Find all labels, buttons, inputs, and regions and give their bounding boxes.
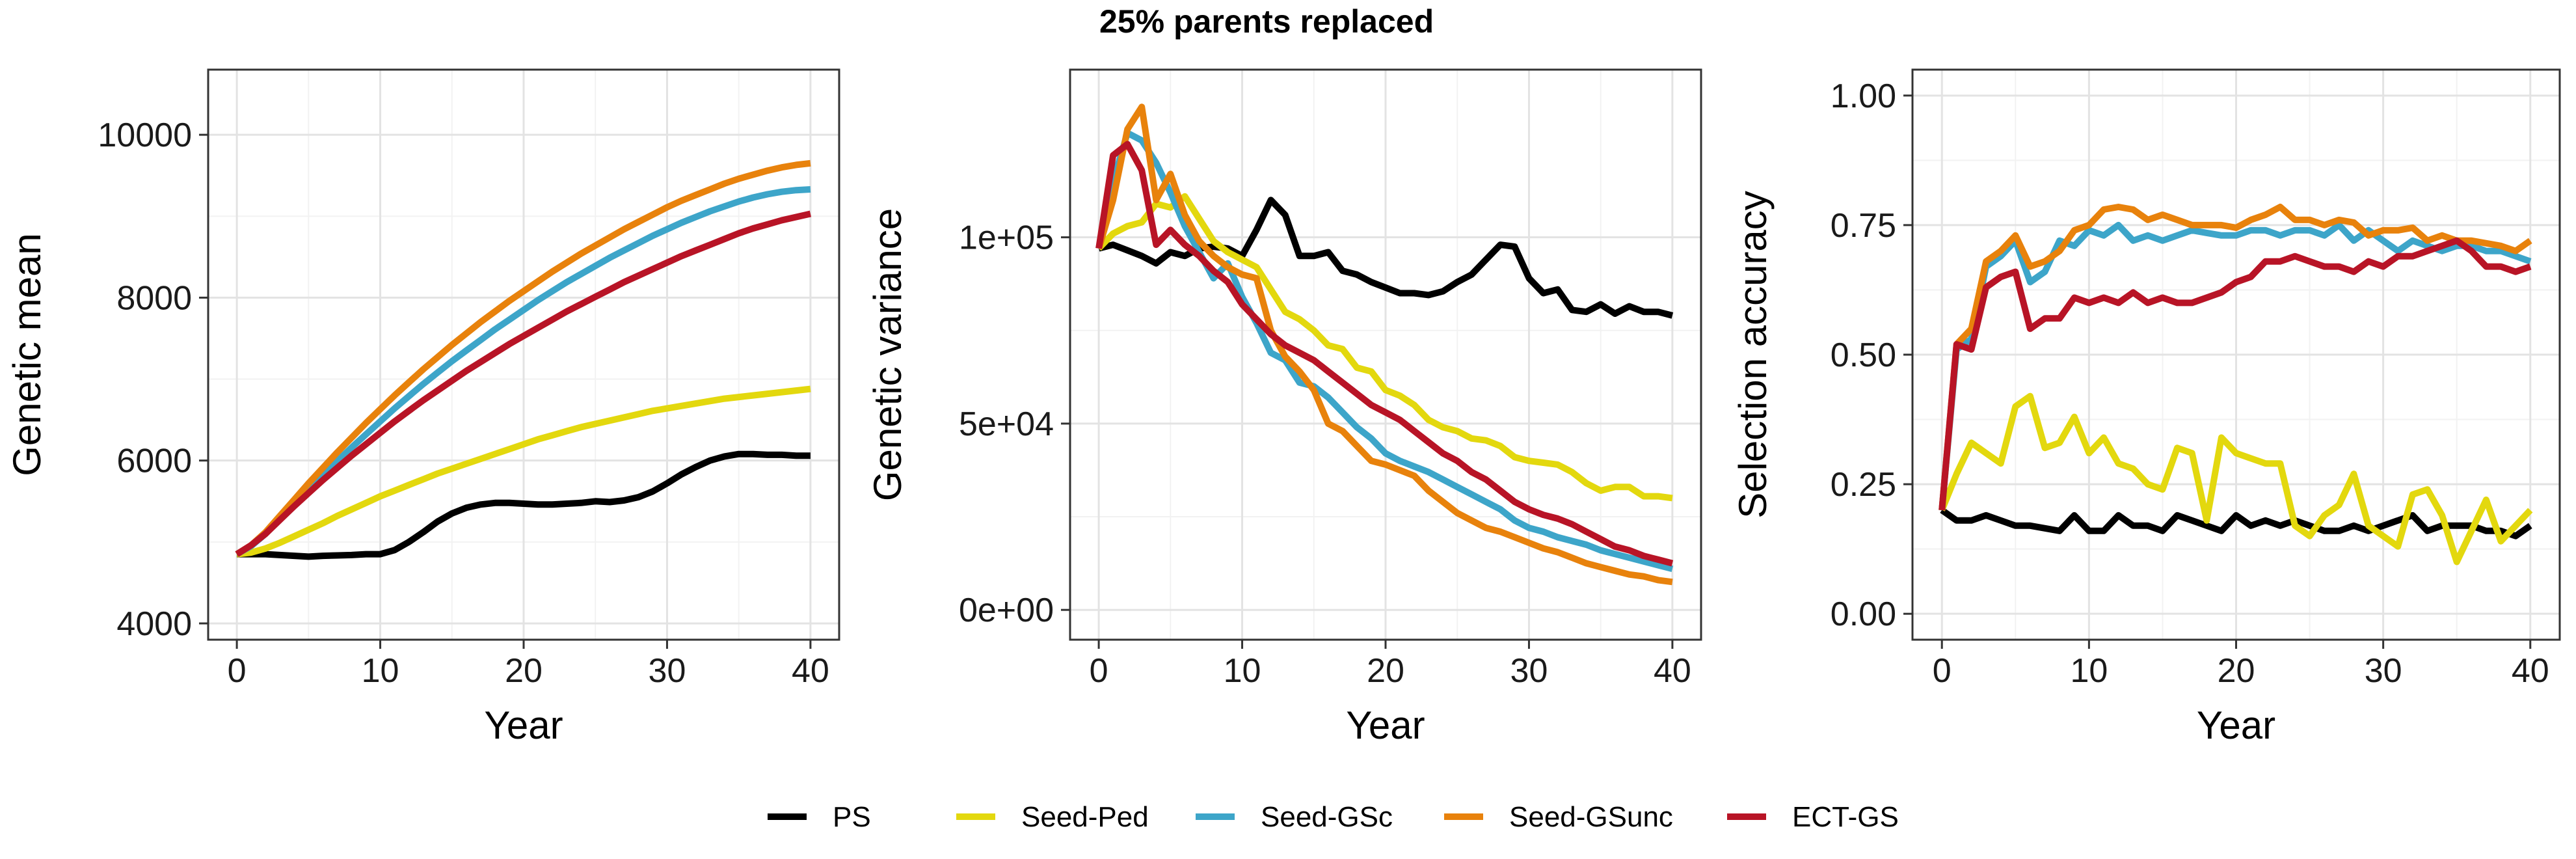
series-line-seed-gsc bbox=[235, 186, 811, 557]
x-tick-label: 40 bbox=[792, 652, 829, 690]
legend-item-seed-gsunc: Seed-GSunc bbox=[1444, 801, 1673, 833]
x-tick-label: 0 bbox=[1090, 652, 1108, 690]
y-tick-label: 0.50 bbox=[1831, 336, 1896, 374]
x-axis-title: Year bbox=[2197, 703, 2275, 747]
x-tick-label: 10 bbox=[2070, 652, 2108, 690]
series-line-ect-gs bbox=[1095, 141, 1674, 567]
y-tick-label: 8000 bbox=[116, 279, 192, 317]
y-axis-title: Selection accuracy bbox=[1731, 191, 1775, 519]
x-tick-label: 20 bbox=[2218, 652, 2255, 690]
x-tick-label: 30 bbox=[1510, 652, 1548, 690]
legend: PS Seed-Ped Seed-GSc Seed-GSunc ECT-GS bbox=[768, 801, 1899, 833]
y-tick-label: 1e+05 bbox=[959, 219, 1054, 257]
series-line-seed-gsunc bbox=[1939, 204, 2532, 511]
x-tick-label: 10 bbox=[362, 652, 399, 690]
x-tick-label: 0 bbox=[1933, 652, 1952, 690]
chart-panel-1: 0 10 20 30 40 4000 6000 8000 10000 Year Genetic me… bbox=[5, 68, 840, 747]
y-axis-title: Genetic variance bbox=[866, 208, 909, 501]
series-line-seed-gsunc bbox=[1095, 103, 1673, 586]
legend-label: Seed-GSc bbox=[1261, 801, 1393, 833]
y-axis-title: Genetic mean bbox=[5, 233, 49, 476]
chart-panel-2: 0 10 20 30 40 0e+00 5e+04 1e+05 Year Genetic vari… bbox=[866, 68, 1702, 747]
x-tick-label: 30 bbox=[649, 652, 686, 690]
y-tick-label: 0.75 bbox=[1831, 207, 1896, 245]
x-axis-title: Year bbox=[484, 703, 563, 747]
series-line-seed-ped bbox=[1939, 392, 2533, 566]
y-tick-label: 6000 bbox=[116, 443, 192, 480]
x-tick-label: 30 bbox=[2365, 652, 2402, 690]
series-line-seed-ped bbox=[236, 385, 811, 558]
x-tick-label: 40 bbox=[1654, 652, 1691, 690]
chart-panel-3: 0 10 20 30 40 0.00 0.25 0.50 0.75 1.00 Year Selecti… bbox=[1731, 68, 2561, 747]
series-line-seed-ped bbox=[1096, 193, 1673, 502]
x-tick-label: 0 bbox=[228, 652, 247, 690]
legend-item-ps: PS bbox=[768, 801, 871, 833]
y-tick-label: 10000 bbox=[98, 116, 192, 154]
x-tick-label: 10 bbox=[1224, 652, 1261, 690]
series-line-ect-gs bbox=[235, 210, 812, 557]
y-tick-label: 4000 bbox=[116, 605, 192, 643]
x-tick-label: 20 bbox=[1367, 652, 1404, 690]
x-tick-label: 20 bbox=[505, 652, 543, 690]
legend-item-ect-gs: ECT-GS bbox=[1727, 801, 1899, 833]
legend-label: ECT-GS bbox=[1792, 801, 1899, 833]
figure-title: 25% parents replaced bbox=[1099, 3, 1434, 40]
series-line-ps bbox=[237, 450, 811, 560]
legend-item-seed-gsc: Seed-GSc bbox=[1196, 801, 1393, 833]
y-tick-label: 0e+00 bbox=[959, 592, 1054, 629]
y-tick-label: 5e+04 bbox=[959, 405, 1054, 443]
legend-label: Seed-Ped bbox=[1021, 801, 1149, 833]
series-line-seed-gsc bbox=[1095, 130, 1674, 573]
y-tick-label: 1.00 bbox=[1831, 77, 1896, 115]
series-line-ps bbox=[1940, 507, 2532, 539]
y-tick-label: 0.25 bbox=[1831, 466, 1896, 504]
legend-label: Seed-GSunc bbox=[1509, 801, 1673, 833]
legend-item-seed-ped: Seed-Ped bbox=[956, 801, 1149, 833]
x-tick-label: 40 bbox=[2512, 652, 2549, 690]
y-tick-label: 0.00 bbox=[1831, 595, 1896, 633]
legend-label: PS bbox=[833, 801, 871, 833]
series-line-ect-gs bbox=[1939, 237, 2532, 511]
x-axis-title: Year bbox=[1346, 703, 1425, 747]
series-line-seed-gsunc bbox=[235, 159, 811, 557]
